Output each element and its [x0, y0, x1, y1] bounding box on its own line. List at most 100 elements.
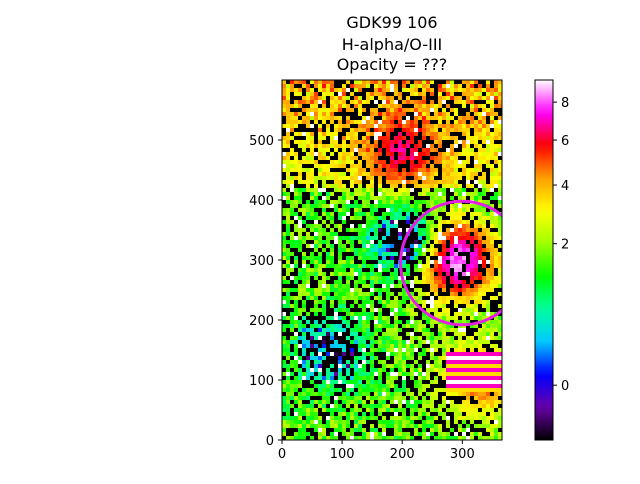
heatmap-cell [498, 340, 502, 345]
heatmap-cell [386, 224, 391, 229]
heatmap-cell [346, 120, 351, 125]
heatmap-cell [350, 260, 355, 265]
heatmap-cell [374, 132, 379, 137]
heatmap-cell [478, 404, 483, 409]
heatmap-cell [386, 380, 391, 385]
heatmap-cell [282, 260, 287, 265]
heatmap-cell [442, 388, 447, 393]
heatmap-cell [346, 212, 351, 217]
heatmap-cell [446, 264, 451, 269]
heatmap-cell [382, 392, 387, 397]
heatmap-cell [430, 268, 435, 273]
heatmap-cell [430, 224, 435, 229]
heatmap-cell [486, 240, 491, 245]
heatmap-cell [374, 260, 379, 265]
heatmap-cell [334, 396, 339, 401]
heatmap-cell [410, 148, 415, 153]
heatmap-cell [410, 328, 415, 333]
heatmap-cell [490, 212, 495, 217]
heatmap-cell [426, 96, 431, 101]
heatmap-cell [418, 380, 423, 385]
heatmap-cell [482, 124, 487, 129]
heatmap-cell [402, 324, 407, 329]
heatmap-cell [314, 264, 319, 269]
heatmap-cell [366, 116, 371, 121]
heatmap-cell [294, 384, 299, 389]
heatmap-cell [402, 192, 407, 197]
heatmap-cell [378, 188, 383, 193]
heatmap-cell [374, 332, 379, 337]
heatmap-cell [358, 224, 363, 229]
heatmap-cell [338, 148, 343, 153]
heatmap-cell [350, 144, 355, 149]
heatmap-cell [394, 240, 399, 245]
heatmap-cell [302, 204, 307, 209]
heatmap-cell [326, 364, 331, 369]
heatmap-cell [322, 120, 327, 125]
heatmap-cell [426, 280, 431, 285]
heatmap-cell [394, 180, 399, 185]
heatmap-cell [414, 412, 419, 417]
heatmap-cell [418, 208, 423, 213]
heatmap-cell [382, 84, 387, 89]
heatmap-cell [286, 360, 291, 365]
heatmap-cell [386, 124, 391, 129]
heatmap-cell [358, 260, 363, 265]
heatmap-cell [330, 396, 335, 401]
heatmap-cell [386, 236, 391, 241]
heatmap-cell [422, 264, 427, 269]
heatmap-cell [426, 292, 431, 297]
heatmap-cell [302, 352, 307, 357]
heatmap-cell [334, 336, 339, 341]
heatmap-cell [458, 428, 463, 433]
heatmap-cell [410, 144, 415, 149]
heatmap-cell [314, 220, 319, 225]
heatmap-cell [394, 120, 399, 125]
heatmap-cell [418, 128, 423, 133]
heatmap-cell [282, 268, 287, 273]
heatmap-cell [338, 116, 343, 121]
heatmap-cell [362, 364, 367, 369]
heatmap-cell [422, 436, 427, 440]
heatmap-cell [450, 176, 455, 181]
heatmap-cell [402, 332, 407, 337]
heatmap-cell [494, 248, 499, 253]
heatmap-cell [286, 160, 291, 165]
heatmap-cell [458, 184, 463, 189]
heatmap-cell [478, 196, 483, 201]
heatmap-cell [314, 96, 319, 101]
heatmap-cell [334, 208, 339, 213]
heatmap-cell [326, 124, 331, 129]
heatmap-cell [338, 292, 343, 297]
heatmap-cell [462, 300, 467, 305]
heatmap-cell [410, 188, 415, 193]
heatmap-cell [498, 180, 502, 185]
heatmap-cell [422, 148, 427, 153]
heatmap-cell [394, 204, 399, 209]
heatmap-cell [478, 84, 483, 89]
heatmap-cell [370, 88, 375, 93]
heatmap-cell [478, 420, 483, 425]
heatmap-cell [474, 360, 479, 365]
heatmap-cell [326, 432, 331, 437]
heatmap-cell [378, 280, 383, 285]
heatmap-cell [362, 272, 367, 277]
heatmap-cell [434, 404, 439, 409]
heatmap-cell [406, 92, 411, 97]
heatmap-cell [318, 284, 323, 289]
heatmap-cell [290, 308, 295, 313]
heatmap-cell [470, 124, 475, 129]
heatmap-cell [326, 420, 331, 425]
heatmap-cell [454, 172, 459, 177]
heatmap-cell [338, 164, 343, 169]
heatmap-cell [430, 332, 435, 337]
heatmap-cell [342, 144, 347, 149]
heatmap-cell [346, 384, 351, 389]
heatmap-cell [374, 164, 379, 169]
heatmap-cell [350, 132, 355, 137]
heatmap-cell [298, 396, 303, 401]
heatmap-cell [358, 96, 363, 101]
heatmap-cell [414, 328, 419, 333]
heatmap-cell [390, 160, 395, 165]
heatmap-cell [482, 308, 487, 313]
